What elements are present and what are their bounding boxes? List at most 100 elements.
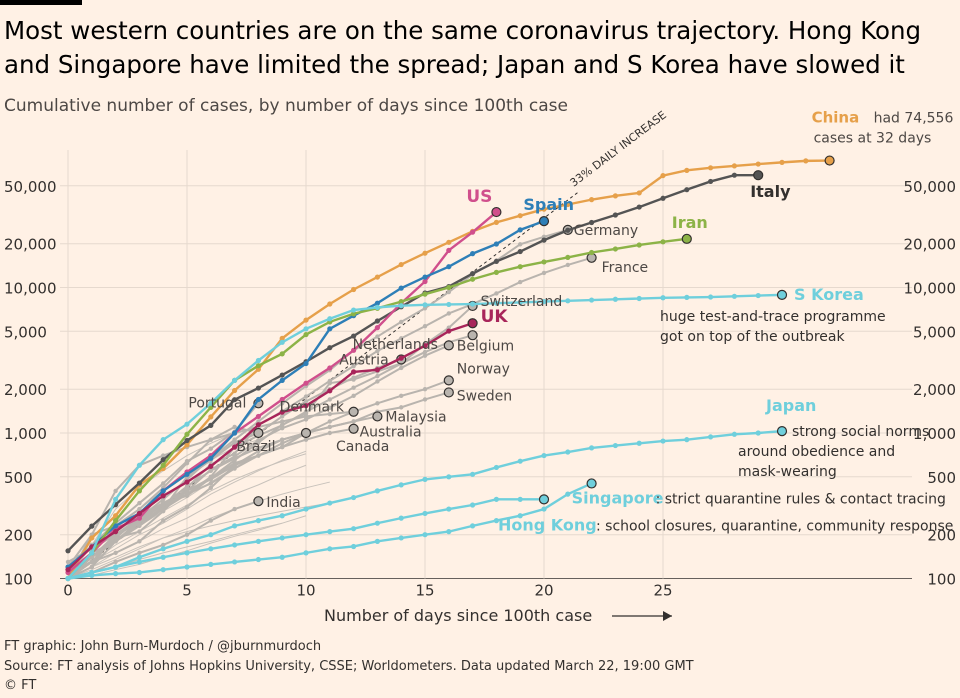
data-point [208, 437, 213, 442]
data-point [422, 349, 428, 355]
series-line-uk [67, 322, 473, 571]
data-point [303, 380, 309, 386]
data-point [351, 286, 357, 293]
data-point [113, 571, 119, 577]
footer-credit: FT graphic: John Burn-Murdoch / @jburnmu… [4, 639, 322, 654]
series-end-marker [253, 427, 264, 439]
data-point [184, 471, 190, 477]
data-point [255, 556, 261, 563]
data-point [137, 520, 142, 526]
data-point [375, 334, 380, 339]
y-tick-label-left: 20,000 [4, 236, 57, 254]
series-end-marker [586, 478, 597, 489]
series-hong-kong [65, 494, 550, 582]
series-italy [65, 170, 764, 554]
data-point [280, 419, 285, 424]
data-point [518, 279, 523, 285]
data-point [636, 295, 642, 302]
data-point [232, 456, 237, 461]
data-point [779, 159, 785, 165]
data-point [255, 385, 261, 391]
data-point [137, 500, 142, 506]
series-end-marker [681, 233, 692, 244]
data-point [493, 496, 499, 502]
data-point [255, 422, 261, 428]
data-point [113, 529, 119, 535]
data-point [65, 575, 71, 582]
series-end-marker [776, 289, 788, 300]
data-point [351, 543, 357, 550]
data-point [446, 239, 452, 245]
data-point [161, 542, 166, 548]
series-end-marker [824, 155, 835, 166]
data-point [493, 464, 499, 471]
series-end-marker [443, 387, 454, 398]
data-point [232, 430, 238, 436]
country-label: Norway [457, 361, 510, 377]
data-point [137, 506, 142, 512]
data-point [232, 559, 238, 565]
data-point [398, 355, 404, 361]
hongkong-annotation: : school closures, quarantine, community… [596, 518, 953, 534]
data-point [351, 494, 357, 501]
series-label: US [466, 187, 492, 207]
series-line-italy [67, 173, 759, 552]
data-point [589, 445, 595, 451]
series-end-marker [300, 427, 312, 439]
data-point [636, 204, 642, 210]
y-tick-label-right: 20,000 [904, 236, 957, 254]
data-point [399, 319, 404, 325]
data-point [208, 561, 214, 567]
series-canada [65, 427, 312, 581]
data-point [422, 250, 428, 256]
data-point [470, 502, 476, 508]
data-point [327, 388, 333, 394]
singapore-annotation: : strict quarantine rules & contact trac… [656, 491, 946, 507]
data-point [161, 481, 166, 486]
data-point [208, 455, 214, 461]
data-point [279, 335, 285, 341]
data-point [375, 401, 380, 406]
data-point [161, 453, 166, 458]
data-point [636, 440, 642, 446]
data-point [493, 517, 499, 524]
series-end-marker [348, 406, 359, 417]
data-point [351, 347, 357, 353]
data-point [493, 219, 499, 225]
data-point [113, 550, 118, 556]
data-point [89, 569, 95, 576]
series-end-marker [443, 340, 454, 351]
y-tick-label-right: 50,000 [904, 178, 957, 196]
data-point [137, 529, 142, 534]
data-point [398, 535, 404, 541]
data-point [232, 523, 238, 529]
data-point [541, 452, 547, 459]
data-point [446, 311, 451, 316]
data-point [374, 488, 380, 494]
data-point [208, 518, 213, 523]
data-point [565, 254, 571, 261]
country-label: Sweden [457, 388, 512, 404]
footer-source: Source: FT analysis of Johns Hopkins Uni… [4, 659, 694, 674]
data-point [160, 493, 166, 499]
data-point [565, 201, 571, 208]
data-point [137, 539, 142, 544]
series-end-marker [467, 318, 478, 329]
x-tick-label: 0 [63, 582, 73, 600]
data-point [208, 485, 213, 491]
series-end-marker [348, 423, 359, 434]
data-point [422, 532, 428, 538]
data-point [280, 441, 285, 446]
series-label: S Korea [794, 285, 864, 304]
data-point [89, 564, 95, 570]
series-australia [65, 423, 359, 575]
data-point [184, 532, 190, 537]
country-label: Netherlands [353, 337, 438, 353]
series-india [65, 496, 264, 581]
data-point [708, 434, 714, 440]
data-point [160, 554, 166, 560]
y-tick-label-right: 1,000 [913, 425, 956, 443]
country-label: Germany [574, 223, 638, 239]
data-point [446, 289, 451, 295]
data-point [208, 481, 213, 486]
